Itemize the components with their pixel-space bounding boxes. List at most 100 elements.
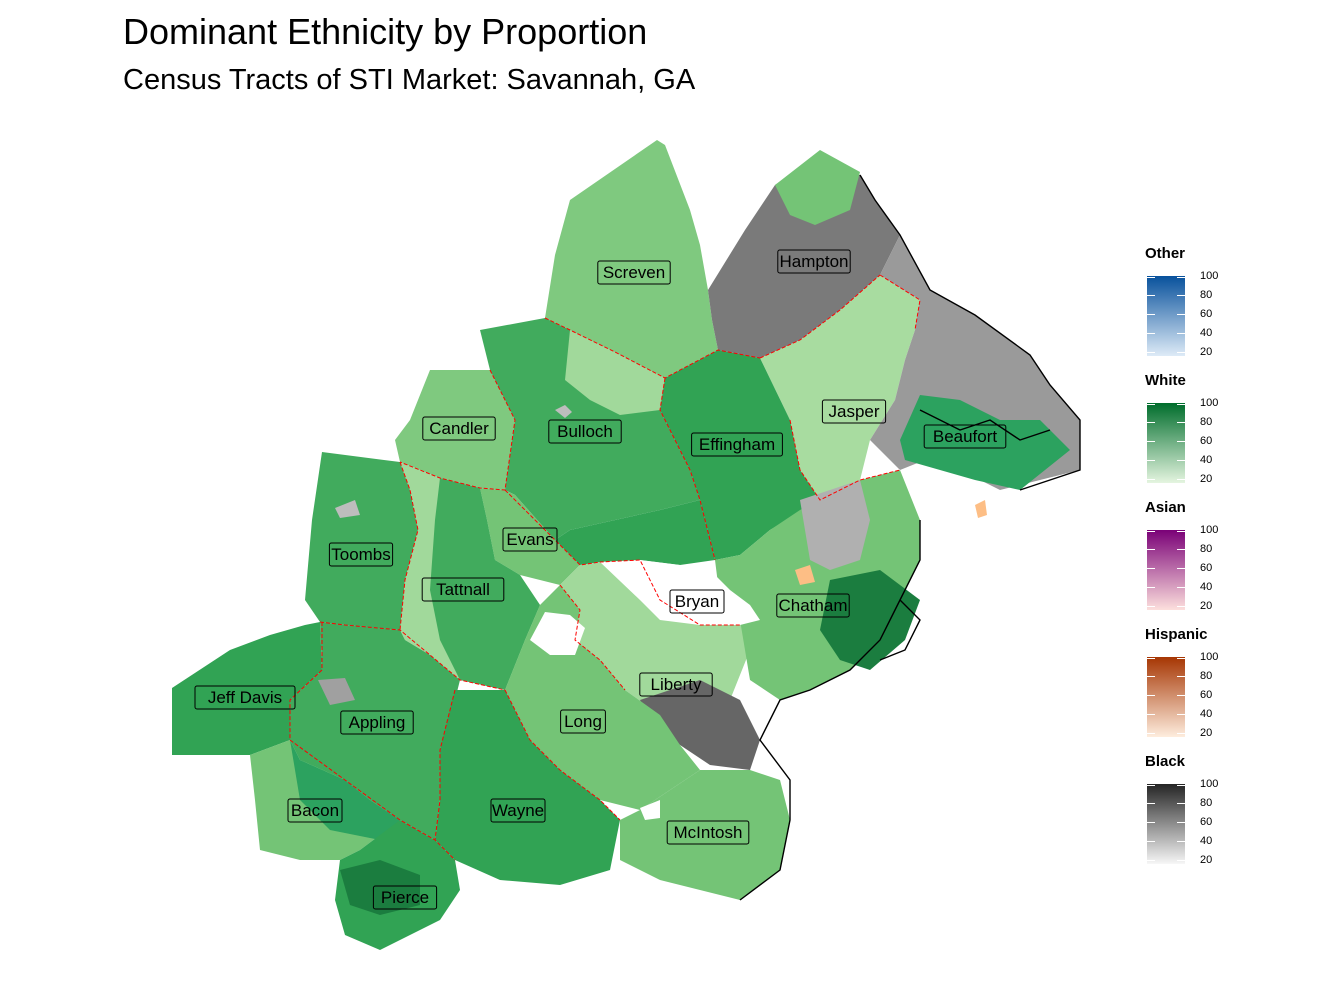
county-area-screven (545, 140, 718, 378)
legend-tick-mark (1147, 404, 1155, 405)
legend-tick-label: 40 (1200, 581, 1213, 593)
county-label-beaufort: Beaufort (923, 424, 1007, 449)
tract-black-toombs (335, 500, 360, 518)
legend-tick-mark (1147, 479, 1155, 480)
legend-tick-label: 100 (1200, 651, 1219, 663)
svg-text:Screven: Screven (603, 263, 665, 282)
legend-tick-mark (1147, 785, 1155, 786)
legend-tick-label: 40 (1200, 454, 1213, 466)
map-title: Dominant Ethnicity by Proportion (123, 11, 648, 52)
legend-tick-mark (1177, 860, 1185, 861)
county-label-chatham: Chatham (776, 593, 850, 618)
county-area-hampton-green (775, 150, 860, 225)
legend-title: Asian (1145, 499, 1186, 516)
legend-tick-mark (1147, 714, 1155, 715)
svg-text:Wayne: Wayne (492, 801, 544, 820)
county-area-bacon-dark (290, 740, 400, 840)
county-label-jeff-davis: Jeff Davis (194, 685, 296, 710)
legend-tick-mark (1177, 333, 1185, 334)
county-labels: Screven Hampton Jasper Beaufort Candler Bullo… (194, 249, 1007, 910)
county-label-toombs: Toombs (328, 542, 394, 567)
legend-tick-mark (1147, 314, 1155, 315)
legend-tick-mark (1147, 352, 1155, 353)
legend-tick-label: 80 (1200, 543, 1213, 555)
svg-text:Beaufort: Beaufort (933, 427, 998, 446)
county-area-wayne (435, 690, 620, 885)
svg-text:Jasper: Jasper (828, 402, 879, 421)
legend-tick-label: 60 (1200, 562, 1213, 574)
legend-tick-label: 80 (1200, 670, 1213, 682)
legend-tick-mark (1177, 441, 1185, 442)
county-area-jeff-davis (172, 622, 322, 755)
legend-title: Hispanic (1145, 626, 1208, 643)
county-area-effingham (660, 350, 820, 560)
legend-tick-label: 20 (1200, 473, 1213, 485)
legend-tick-label: 100 (1200, 270, 1219, 282)
legend-tick-mark (1147, 733, 1155, 734)
county-area-evans (480, 488, 580, 585)
county-label-pierce: Pierce (372, 885, 438, 910)
legend-tick-mark (1147, 841, 1155, 842)
legend-tick-mark (1177, 460, 1185, 461)
legend-tick-mark (1177, 479, 1185, 480)
svg-text:McIntosh: McIntosh (674, 823, 743, 842)
county-area-hampton (708, 155, 900, 358)
svg-text:Jeff Davis: Jeff Davis (208, 688, 282, 707)
svg-text:Bulloch: Bulloch (557, 422, 613, 441)
tract-black-bulloch (555, 405, 572, 418)
svg-text:Long: Long (564, 712, 602, 731)
legend-tick-mark (1147, 676, 1155, 677)
county-area-pierce-dark (340, 860, 420, 915)
county-area-liberty-gray (640, 680, 760, 770)
legend-tick-label: 60 (1200, 435, 1213, 447)
legend-tick-mark (1177, 568, 1185, 569)
legend-tick-label: 40 (1200, 708, 1213, 720)
county-area-chatham-gray (800, 480, 870, 570)
svg-text:Hampton: Hampton (780, 252, 849, 271)
tract-hispanic-beaufort (975, 500, 987, 518)
legend-tick-mark (1177, 676, 1185, 677)
county-label-jasper: Jasper (821, 399, 887, 424)
choropleth-map: Screven Hampton Jasper Beaufort Candler Bullo… (172, 140, 1081, 950)
legend-tick-mark (1177, 422, 1185, 423)
legend-tick-mark (1147, 822, 1155, 823)
legend-tick-label: 20 (1200, 727, 1213, 739)
legend-tick-mark (1177, 352, 1185, 353)
legend-tick-mark (1147, 568, 1155, 569)
legend-tick-mark (1177, 606, 1185, 607)
tract-black-appling (318, 678, 355, 705)
county-area-tattnall-green (430, 478, 540, 690)
legend-tick-mark (1147, 460, 1155, 461)
legend-tick-label: 100 (1200, 397, 1219, 409)
legend-tick-label: 20 (1200, 346, 1213, 358)
county-area-bryan-north (555, 500, 715, 565)
county-label-wayne: Wayne (490, 798, 546, 823)
legend-tick-mark (1177, 841, 1185, 842)
legend-tick-label: 100 (1200, 778, 1219, 790)
legend-tick-mark (1177, 277, 1185, 278)
legend-color-bar (1147, 276, 1185, 356)
county-area-liberty (560, 560, 750, 720)
legend-tick-mark (1177, 314, 1185, 315)
legend-color-bar (1147, 657, 1185, 737)
legend-tick-mark (1147, 441, 1155, 442)
legend-tick-label: 100 (1200, 524, 1219, 536)
county-area-mcintosh (620, 770, 790, 900)
legend-title: Black (1145, 753, 1186, 770)
county-label-candler: Candler (422, 416, 496, 441)
legend-tick-mark (1177, 587, 1185, 588)
legend-tick-mark (1147, 860, 1155, 861)
svg-text:Appling: Appling (349, 713, 406, 732)
legend-tick-mark (1177, 549, 1185, 550)
county-area-toombs (305, 452, 418, 630)
no-data-area-bryan (600, 560, 760, 625)
legend-tick-mark (1147, 587, 1155, 588)
svg-text:Bryan: Bryan (675, 592, 719, 611)
no-data-area-long (530, 612, 585, 655)
legend: Other 100 80 60 40 20 White 100 80 60 40 20 Asian 100… (1145, 245, 1335, 880)
county-label-effingham: Effingham (691, 432, 783, 457)
county-label-liberty: Liberty (639, 672, 713, 697)
svg-text:Tattnall: Tattnall (436, 580, 490, 599)
legend-tick-mark (1177, 295, 1185, 296)
legend-title: Other (1145, 245, 1186, 262)
